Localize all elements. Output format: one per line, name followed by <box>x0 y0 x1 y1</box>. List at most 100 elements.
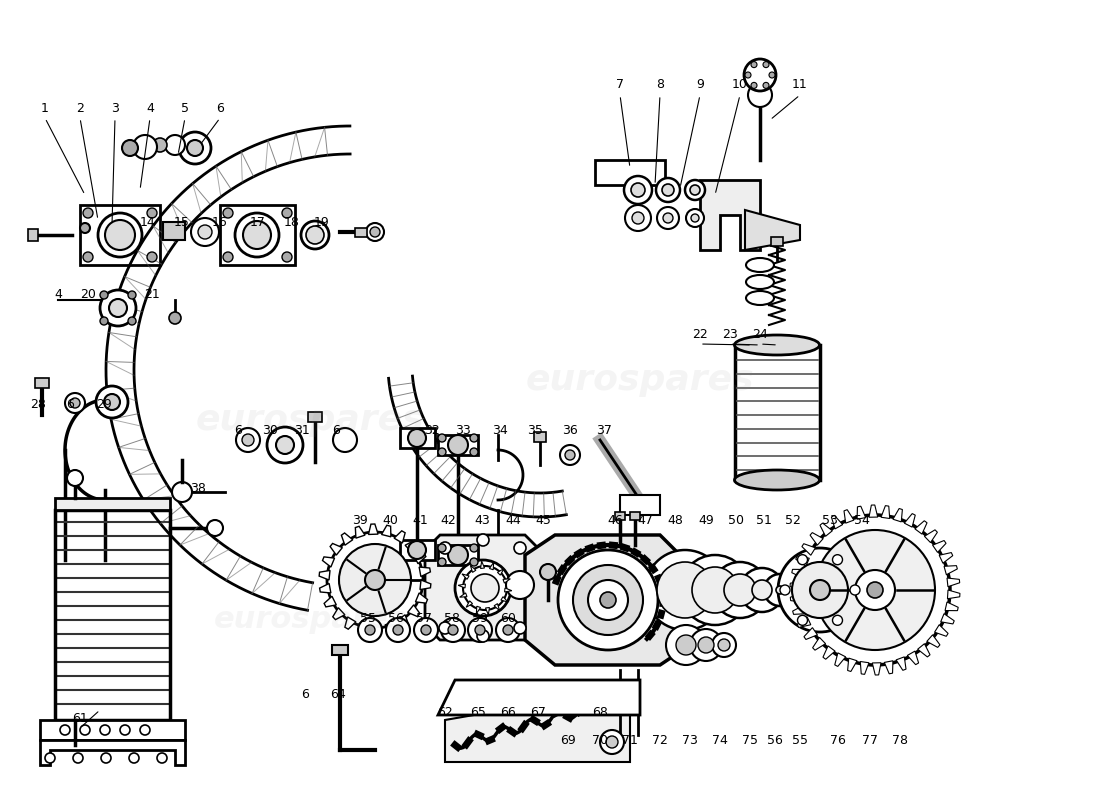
Circle shape <box>438 448 446 456</box>
Circle shape <box>45 753 55 763</box>
Circle shape <box>657 562 713 618</box>
Text: 49: 49 <box>698 514 714 526</box>
Circle shape <box>441 618 465 642</box>
Circle shape <box>724 574 756 606</box>
Text: 66: 66 <box>500 706 516 718</box>
Circle shape <box>780 585 790 595</box>
Circle shape <box>718 639 730 651</box>
Circle shape <box>800 515 950 665</box>
Circle shape <box>624 176 652 204</box>
Text: 4: 4 <box>146 102 154 114</box>
Circle shape <box>685 180 705 200</box>
Text: 20: 20 <box>80 289 96 302</box>
Circle shape <box>496 618 520 642</box>
Circle shape <box>267 427 303 463</box>
Circle shape <box>606 736 618 748</box>
Circle shape <box>745 72 751 78</box>
Text: 42: 42 <box>440 514 455 526</box>
Circle shape <box>666 625 706 665</box>
Polygon shape <box>320 583 331 593</box>
Ellipse shape <box>735 335 820 355</box>
Polygon shape <box>804 628 817 639</box>
Circle shape <box>632 212 644 224</box>
Text: 10: 10 <box>733 78 748 91</box>
Text: 4: 4 <box>54 289 62 302</box>
Circle shape <box>778 548 862 632</box>
Polygon shape <box>860 662 869 674</box>
Bar <box>40 720 185 740</box>
Circle shape <box>776 586 784 594</box>
Circle shape <box>514 622 526 634</box>
Circle shape <box>327 532 424 628</box>
Circle shape <box>172 482 192 502</box>
Circle shape <box>663 213 673 223</box>
Text: eurospares: eurospares <box>213 606 406 634</box>
Polygon shape <box>857 506 866 519</box>
Bar <box>771 237 783 246</box>
Circle shape <box>850 585 860 595</box>
Text: 18: 18 <box>284 215 300 229</box>
Circle shape <box>470 434 478 442</box>
Circle shape <box>339 544 411 616</box>
Circle shape <box>798 615 807 626</box>
Polygon shape <box>330 543 342 555</box>
Circle shape <box>439 622 451 634</box>
Text: 43: 43 <box>474 514 490 526</box>
Circle shape <box>242 434 254 446</box>
Polygon shape <box>497 569 504 575</box>
Circle shape <box>73 753 82 763</box>
Circle shape <box>333 428 358 452</box>
Text: 8: 8 <box>656 78 664 91</box>
Bar <box>355 228 367 237</box>
Text: 68: 68 <box>592 706 608 718</box>
Polygon shape <box>481 562 484 569</box>
Polygon shape <box>872 662 881 675</box>
Polygon shape <box>927 635 939 647</box>
Circle shape <box>100 290 136 326</box>
Circle shape <box>662 184 674 196</box>
Text: 41: 41 <box>412 514 428 526</box>
Polygon shape <box>485 607 490 614</box>
Polygon shape <box>924 530 937 542</box>
Text: 2: 2 <box>76 102 84 114</box>
Text: 11: 11 <box>792 78 807 91</box>
Circle shape <box>236 428 260 452</box>
Polygon shape <box>893 509 902 522</box>
Polygon shape <box>881 506 890 518</box>
Text: 67: 67 <box>530 706 546 718</box>
Circle shape <box>867 582 883 598</box>
Text: 28: 28 <box>30 398 46 411</box>
Ellipse shape <box>735 470 820 490</box>
Circle shape <box>386 618 410 642</box>
Polygon shape <box>408 605 420 617</box>
Circle shape <box>769 72 776 78</box>
Polygon shape <box>844 510 854 523</box>
Polygon shape <box>341 533 353 546</box>
Text: 16: 16 <box>212 215 228 229</box>
Polygon shape <box>935 625 948 636</box>
Circle shape <box>100 291 108 299</box>
Circle shape <box>468 618 492 642</box>
Text: 17: 17 <box>250 215 266 229</box>
Circle shape <box>393 625 403 635</box>
Polygon shape <box>372 626 382 636</box>
Text: 71: 71 <box>623 734 638 746</box>
Circle shape <box>600 730 624 754</box>
Text: 14: 14 <box>140 215 156 229</box>
Polygon shape <box>220 205 295 265</box>
Circle shape <box>475 625 485 635</box>
Text: 76: 76 <box>830 734 846 746</box>
Circle shape <box>104 220 135 250</box>
Circle shape <box>588 580 628 620</box>
Text: 30: 30 <box>262 423 278 437</box>
Circle shape <box>60 725 70 735</box>
Text: 56: 56 <box>388 611 404 625</box>
Circle shape <box>448 435 468 455</box>
Text: 62: 62 <box>437 706 453 718</box>
Text: 74: 74 <box>712 734 728 746</box>
Circle shape <box>744 59 775 91</box>
Circle shape <box>752 580 772 600</box>
Polygon shape <box>790 594 803 602</box>
Circle shape <box>455 560 512 616</box>
Circle shape <box>477 534 490 546</box>
